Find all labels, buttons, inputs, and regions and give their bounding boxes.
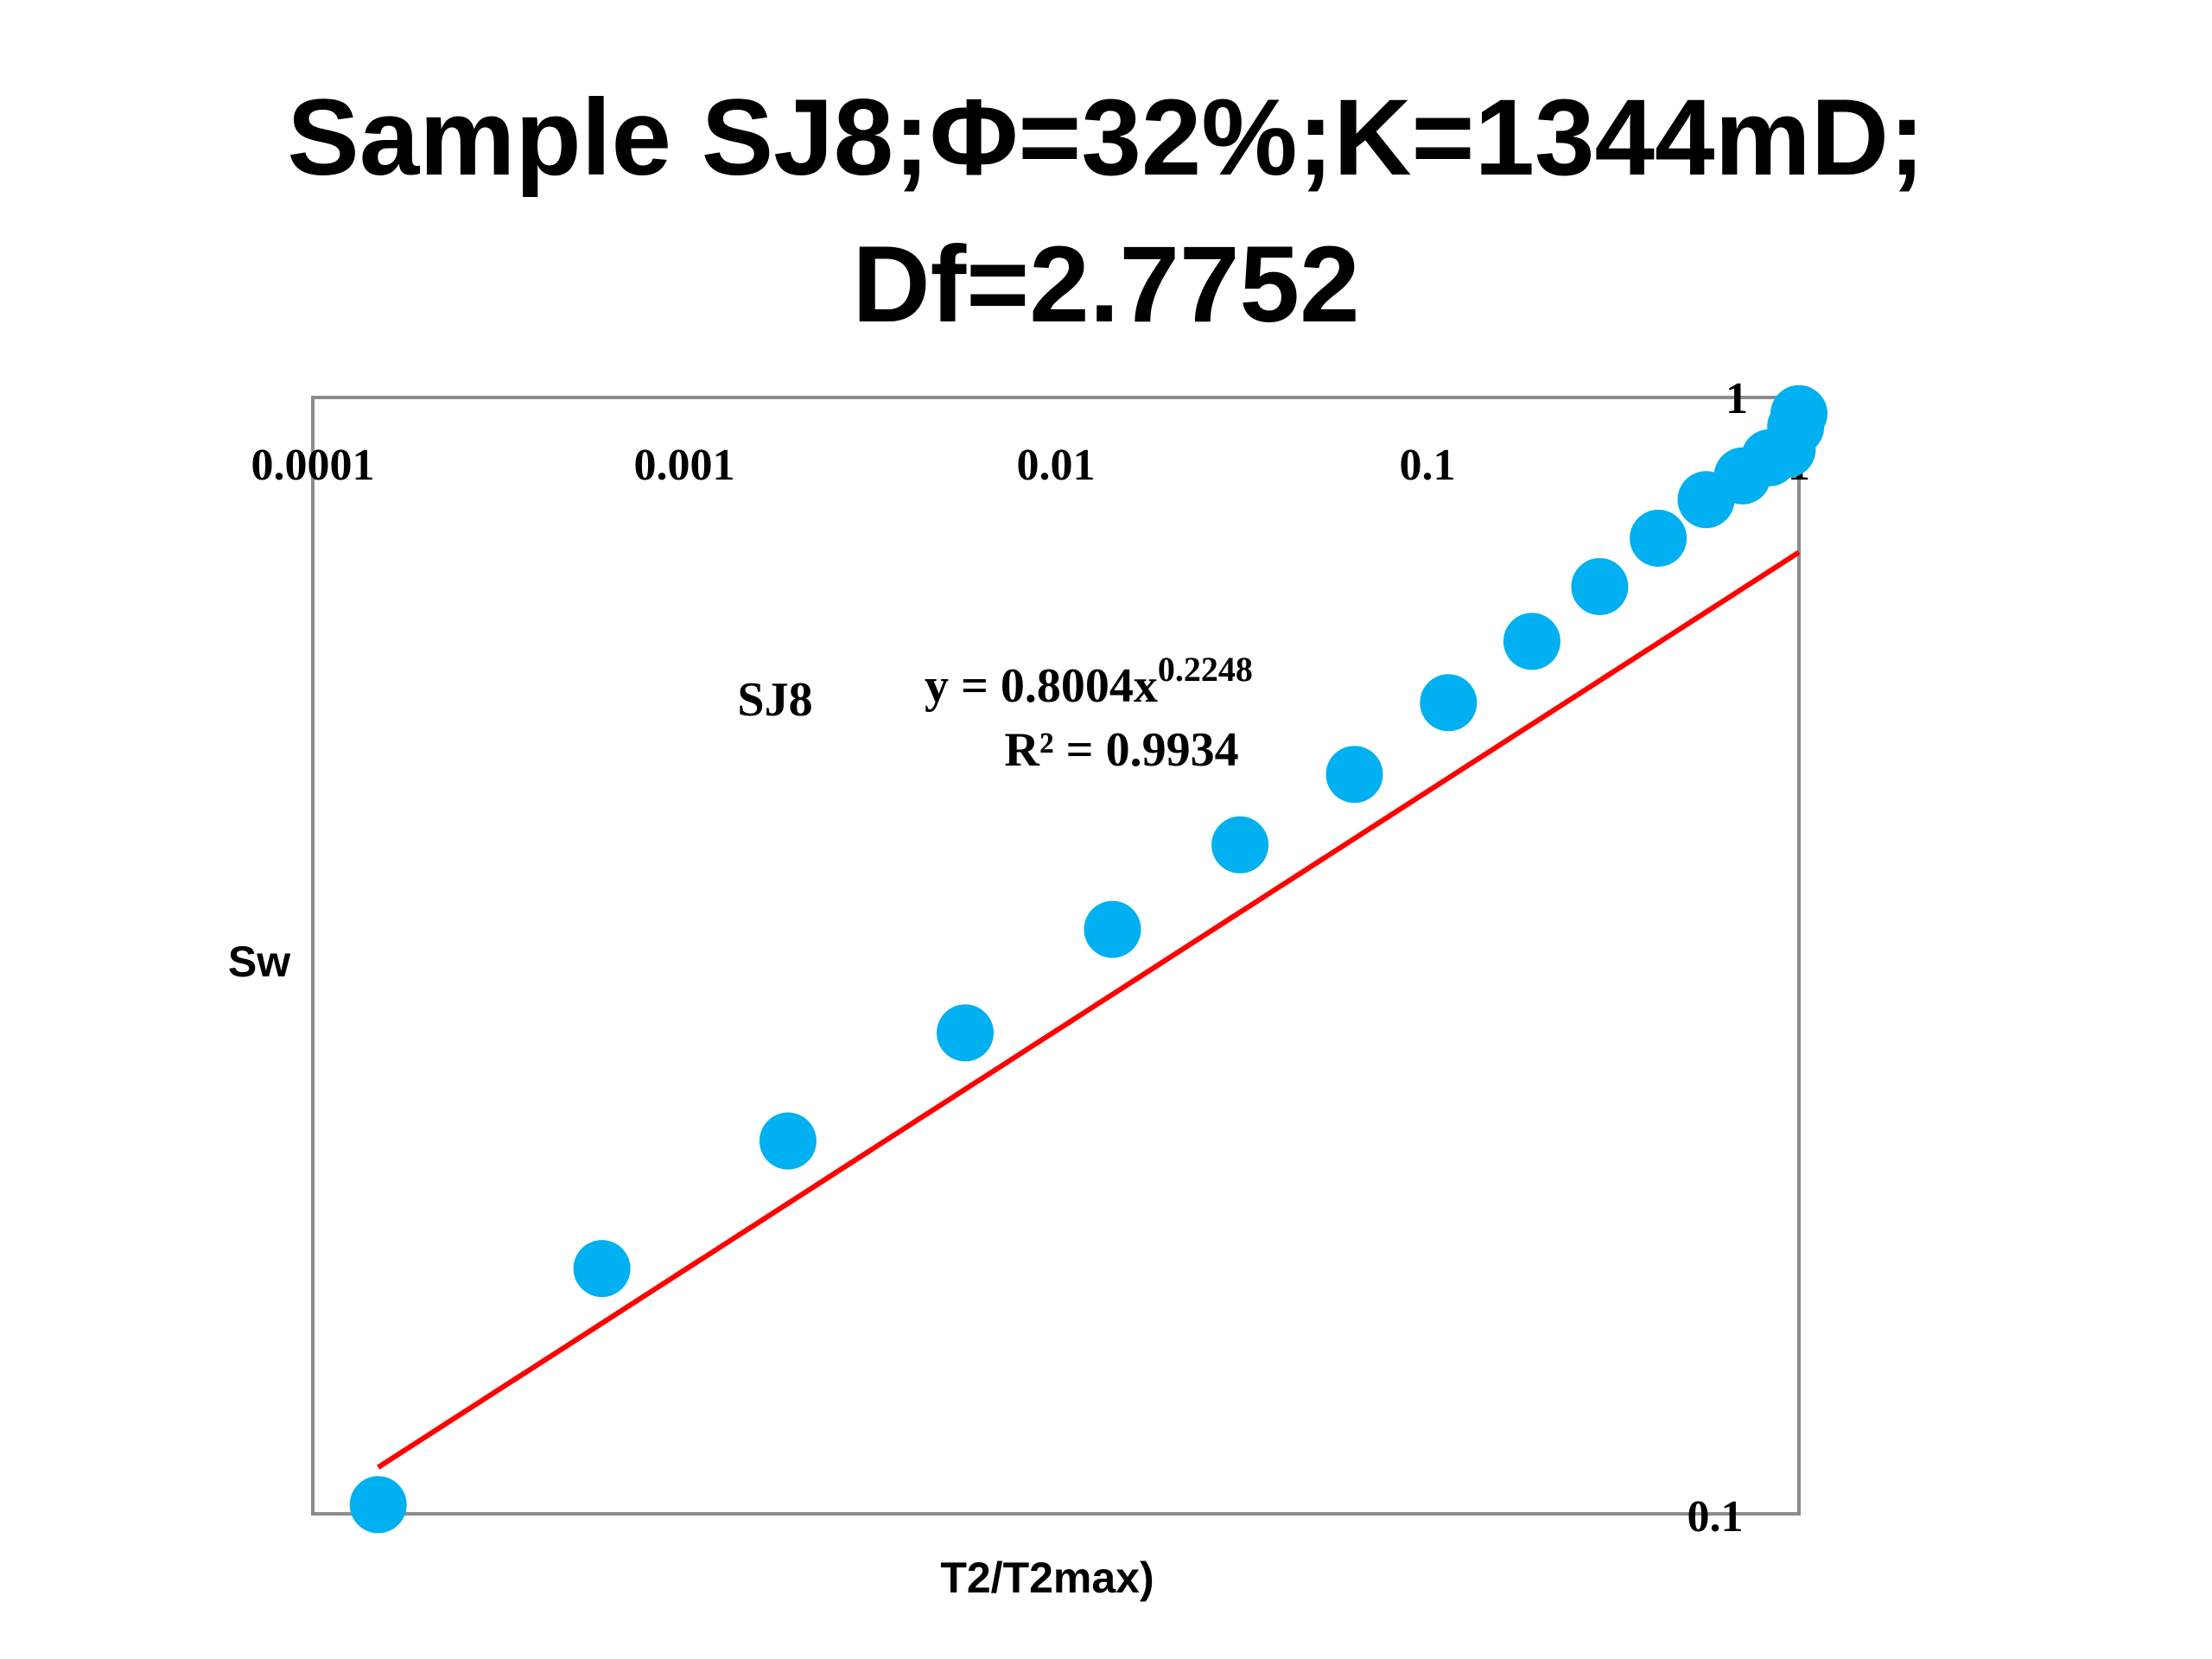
- data-markers-layer: [349, 385, 1827, 1534]
- r-squared-annotation: R² = 0.9934: [1004, 723, 1238, 777]
- power-trendline: [377, 550, 1801, 1470]
- data-point: [1084, 900, 1141, 958]
- data-point: [1420, 674, 1478, 732]
- trendline-equation-base: y = 0.8004x: [925, 659, 1158, 713]
- data-point: [1770, 385, 1827, 442]
- data-point: [1630, 509, 1688, 567]
- series-label-annotation: SJ8: [737, 673, 812, 727]
- y-tick-label-1: 1: [1726, 374, 1748, 423]
- x-tick-label-0.001: 0.001: [634, 441, 735, 490]
- data-point: [1503, 613, 1560, 671]
- data-point: [1571, 557, 1629, 615]
- chart-title-line-1: Sample SJ8;Φ=32%;K=1344mD;: [287, 78, 1925, 198]
- data-point: [1325, 746, 1383, 804]
- plot-area-frame: [311, 396, 1801, 1516]
- trendline-equation-exponent: 0.2248: [1158, 650, 1253, 689]
- data-point: [349, 1476, 407, 1534]
- data-point: [759, 1112, 817, 1170]
- trendline-equation: y = 0.8004x0.2248: [925, 650, 1253, 713]
- data-point: [573, 1240, 631, 1298]
- chart-title-line-2: Df=2.7752: [852, 225, 1360, 345]
- y-axis-title: Sw: [228, 938, 290, 986]
- data-point: [937, 1004, 994, 1062]
- x-tick-label-0.0001: 0.0001: [251, 441, 375, 490]
- x-tick-label-0.1: 0.1: [1400, 441, 1456, 490]
- y-tick-label-0.1: 0.1: [1688, 1492, 1744, 1541]
- x-axis-title: T2/T2max): [940, 1554, 1154, 1602]
- data-point: [1211, 816, 1269, 874]
- trendline-layer: [377, 550, 1801, 1470]
- x-tick-label-0.01: 0.01: [1017, 441, 1096, 490]
